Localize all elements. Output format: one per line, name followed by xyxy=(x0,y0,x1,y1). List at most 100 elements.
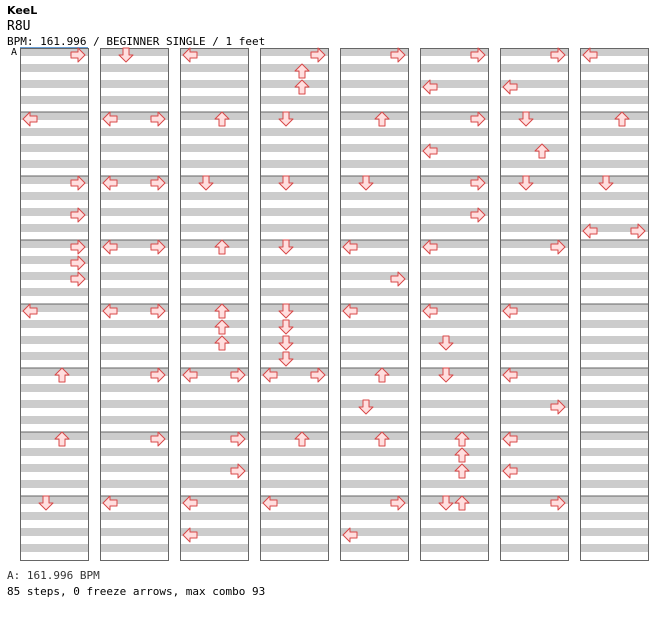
right-arrow-icon xyxy=(550,495,566,511)
down-arrow-icon xyxy=(198,175,214,191)
up-arrow-icon xyxy=(294,79,310,95)
beat-band xyxy=(340,336,408,344)
down-arrow-icon xyxy=(358,175,374,191)
beat-band xyxy=(260,336,328,344)
beat-band xyxy=(20,416,88,424)
up-arrow-icon xyxy=(374,111,390,127)
beat-band xyxy=(500,416,568,424)
beat-band xyxy=(340,352,408,360)
right-arrow-icon xyxy=(390,495,406,511)
beat-band xyxy=(20,368,88,376)
beat-band xyxy=(420,528,488,536)
left-arrow-icon xyxy=(262,495,278,511)
beat-band xyxy=(20,256,88,264)
beat-band xyxy=(580,512,648,520)
left-arrow-icon xyxy=(582,223,598,239)
beat-band xyxy=(420,224,488,232)
beat-band xyxy=(580,272,648,280)
beat-band xyxy=(500,272,568,280)
beat-band xyxy=(100,160,168,168)
beat-band xyxy=(420,416,488,424)
beat-band xyxy=(500,304,568,312)
beat-band xyxy=(20,96,88,104)
beat-band xyxy=(580,240,648,248)
beat-band xyxy=(180,48,248,56)
beat-band xyxy=(20,496,88,504)
beat-band xyxy=(500,448,568,456)
left-arrow-icon xyxy=(582,47,598,63)
beat-band xyxy=(180,208,248,216)
down-arrow-icon xyxy=(278,175,294,191)
beat-band xyxy=(100,272,168,280)
song-title: R8U xyxy=(7,19,31,34)
beat-band xyxy=(100,64,168,72)
bpm-marker-line xyxy=(20,47,88,48)
artist-name: KeeL xyxy=(7,4,38,17)
beat-band xyxy=(180,272,248,280)
down-arrow-icon xyxy=(278,335,294,351)
beat-band xyxy=(180,512,248,520)
up-arrow-icon xyxy=(214,319,230,335)
beat-band xyxy=(180,192,248,200)
down-arrow-icon xyxy=(38,495,54,511)
beat-band xyxy=(260,464,328,472)
right-arrow-icon xyxy=(390,271,406,287)
beat-band xyxy=(580,480,648,488)
beat-band xyxy=(340,256,408,264)
beat-band xyxy=(500,240,568,248)
left-arrow-icon xyxy=(422,239,438,255)
beat-band xyxy=(180,96,248,104)
down-arrow-icon xyxy=(118,47,134,63)
beat-band xyxy=(500,384,568,392)
beat-band xyxy=(340,96,408,104)
beat-band xyxy=(580,464,648,472)
beat-band xyxy=(20,352,88,360)
beat-band xyxy=(100,480,168,488)
beat-band xyxy=(260,432,328,440)
beat-band xyxy=(420,304,488,312)
beat-band xyxy=(580,96,648,104)
up-arrow-icon xyxy=(454,495,470,511)
beat-band xyxy=(420,176,488,184)
right-arrow-icon xyxy=(470,175,486,191)
right-arrow-icon xyxy=(70,271,86,287)
left-arrow-icon xyxy=(342,239,358,255)
beat-band xyxy=(420,240,488,248)
beat-band xyxy=(420,96,488,104)
beat-band xyxy=(260,384,328,392)
beat-band xyxy=(420,480,488,488)
beat-band xyxy=(340,496,408,504)
right-arrow-icon xyxy=(230,367,246,383)
up-arrow-icon xyxy=(454,463,470,479)
beat-band xyxy=(420,400,488,408)
beat-band xyxy=(500,288,568,296)
down-arrow-icon xyxy=(438,335,454,351)
right-arrow-icon xyxy=(310,47,326,63)
beat-band xyxy=(340,48,408,56)
beat-band xyxy=(580,208,648,216)
up-arrow-icon xyxy=(614,111,630,127)
bpm-summary: A: 161.996 BPM xyxy=(7,569,100,582)
beat-band xyxy=(420,384,488,392)
up-arrow-icon xyxy=(374,431,390,447)
beat-band xyxy=(100,256,168,264)
beat-band xyxy=(20,384,88,392)
beat-band xyxy=(20,512,88,520)
beat-band xyxy=(100,240,168,248)
beat-band xyxy=(180,224,248,232)
beat-band xyxy=(20,448,88,456)
beat-band xyxy=(180,448,248,456)
beat-band xyxy=(340,144,408,152)
beat-band xyxy=(20,272,88,280)
beat-band xyxy=(100,400,168,408)
left-arrow-icon xyxy=(502,367,518,383)
beat-band xyxy=(260,224,328,232)
beat-band xyxy=(180,416,248,424)
beat-band xyxy=(260,416,328,424)
beat-band xyxy=(580,336,648,344)
up-arrow-icon xyxy=(294,63,310,79)
right-arrow-icon xyxy=(70,239,86,255)
left-arrow-icon xyxy=(102,303,118,319)
beat-band xyxy=(340,224,408,232)
beat-band xyxy=(500,368,568,376)
